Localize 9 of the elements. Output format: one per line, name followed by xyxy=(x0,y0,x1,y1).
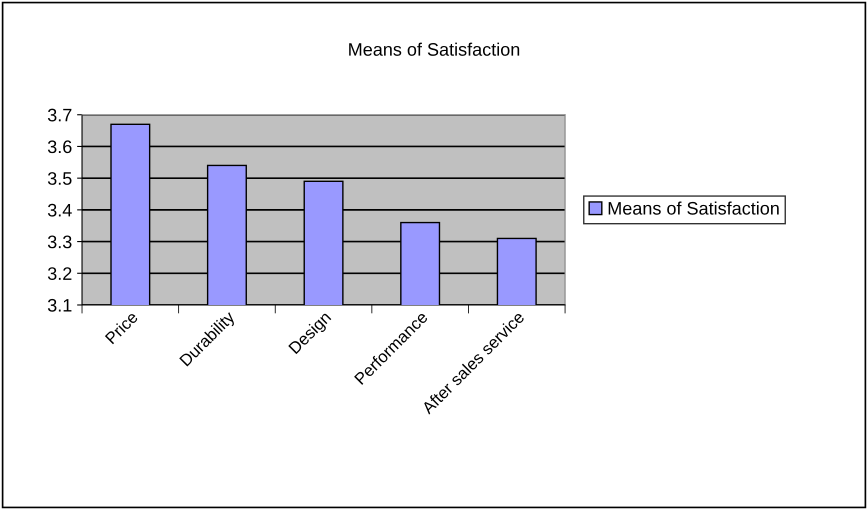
y-tick-label: 3.5 xyxy=(48,172,72,185)
y-tick-label: 3.1 xyxy=(48,298,72,312)
y-tick-label: 3.3 xyxy=(48,236,72,248)
y-tick-label: 3.2 xyxy=(48,267,72,280)
legend-label: Means of Satisfaction xyxy=(608,201,779,215)
chart-title: Means of Satisfaction xyxy=(349,42,520,56)
y-tick-label: 3.7 xyxy=(48,108,72,122)
y-tick-label: 3.6 xyxy=(48,140,72,154)
y-tick-label: 3.4 xyxy=(48,204,72,217)
